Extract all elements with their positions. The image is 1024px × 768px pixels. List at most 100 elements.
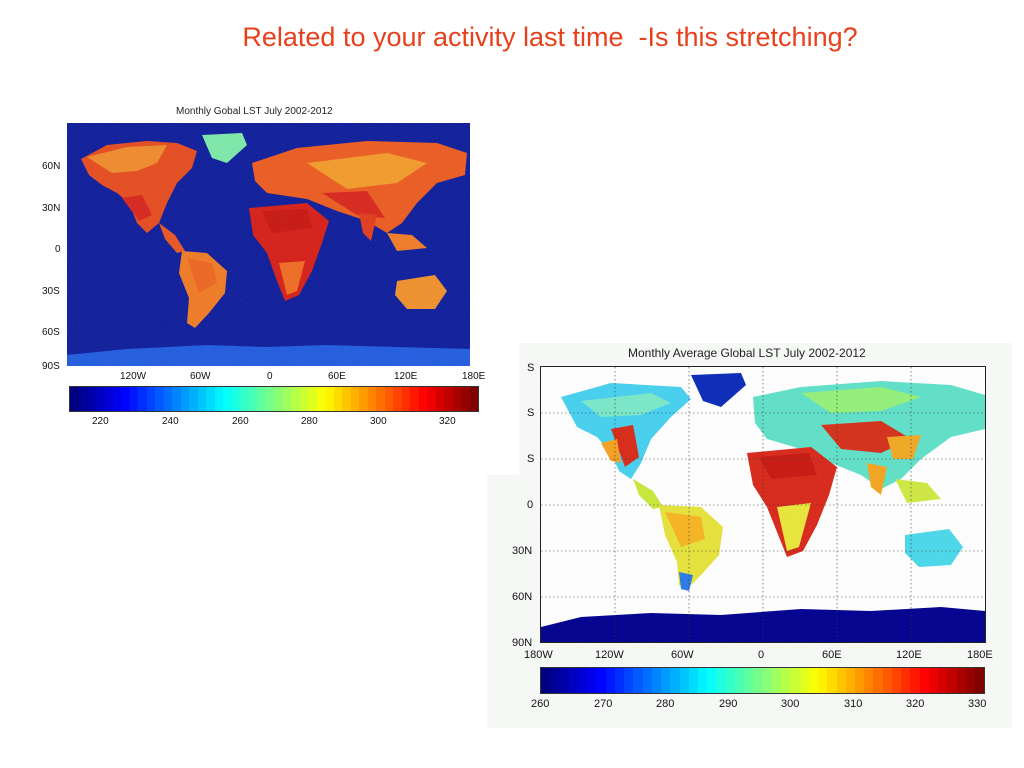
colorbar-swatch	[688, 668, 698, 693]
right-lat-label: S	[527, 362, 535, 374]
colorbar-swatch	[854, 668, 865, 693]
colorbar-swatch	[223, 387, 232, 411]
colorbar-swatch	[919, 668, 929, 693]
colorbar-swatch	[376, 387, 385, 411]
colorbar-swatch	[70, 387, 79, 411]
colorbar-swatch	[864, 668, 874, 693]
right-colorbar-label: 280	[656, 698, 675, 710]
left-colorbar-label: 320	[439, 416, 456, 427]
colorbar-swatch	[891, 668, 902, 693]
left-map	[67, 123, 470, 366]
colorbar-swatch	[180, 387, 189, 411]
colorbar-swatch	[427, 387, 436, 411]
colorbar-swatch	[799, 668, 809, 693]
colorbar-swatch	[282, 387, 291, 411]
colorbar-swatch	[316, 387, 325, 411]
colorbar-swatch	[308, 387, 317, 411]
colorbar-swatch	[384, 387, 393, 411]
colorbar-swatch	[265, 387, 274, 411]
colorbar-swatch	[947, 668, 957, 693]
colorbar-swatch	[753, 668, 763, 693]
right-colorbar-label: 310	[844, 698, 863, 710]
right-lat-label: 30N	[512, 545, 533, 557]
colorbar-swatch	[642, 668, 652, 693]
colorbar-swatch	[559, 668, 569, 693]
colorbar-swatch	[112, 387, 121, 411]
left-colorbar-label: 260	[232, 416, 249, 427]
right-lat-label: S	[527, 453, 535, 465]
right-lon-label: 60W	[671, 649, 694, 661]
left-lon-label: 120W	[120, 371, 147, 382]
colorbar-swatch	[541, 668, 551, 693]
right-colorbar	[540, 667, 985, 694]
right-lat-label: 90N	[512, 637, 533, 649]
colorbar-swatch	[206, 387, 215, 411]
colorbar-swatch	[596, 668, 606, 693]
left-lat-label: 60N	[42, 161, 61, 172]
colorbar-swatch	[410, 387, 419, 411]
colorbar-swatch	[172, 387, 181, 411]
right-lon-label: 120W	[595, 649, 624, 661]
left-colorbar	[69, 386, 479, 412]
colorbar-swatch	[189, 387, 198, 411]
left-map-landmasses	[67, 123, 470, 366]
right-lon-label: 0	[758, 649, 765, 661]
colorbar-swatch	[401, 387, 410, 411]
right-lat-label: 60N	[512, 591, 533, 603]
colorbar-swatch	[965, 668, 976, 693]
colorbar-swatch	[808, 668, 819, 693]
left-lon-label: 60E	[328, 371, 346, 382]
left-lon-label: 60W	[190, 371, 211, 382]
left-lat-label: 30S	[42, 286, 60, 297]
colorbar-swatch	[95, 387, 104, 411]
colorbar-swatch	[975, 668, 985, 693]
colorbar-swatch	[781, 668, 791, 693]
colorbar-swatch	[577, 668, 588, 693]
right-map-landmasses	[541, 367, 985, 642]
colorbar-swatch	[231, 387, 240, 411]
colorbar-swatch	[605, 668, 615, 693]
colorbar-swatch	[633, 668, 643, 693]
left-lat-label: 90S	[42, 361, 60, 372]
left-lon-label: 0	[267, 371, 273, 382]
right-lon-label: 60E	[822, 649, 842, 661]
colorbar-swatch	[104, 387, 113, 411]
colorbar-swatch	[274, 387, 283, 411]
colorbar-swatch	[155, 387, 164, 411]
colorbar-swatch	[614, 668, 625, 693]
right-colorbar-label: 270	[594, 698, 613, 710]
colorbar-swatch	[938, 668, 948, 693]
colorbar-swatch	[452, 387, 461, 411]
left-lat-label: 0	[55, 244, 61, 255]
colorbar-swatch	[587, 668, 597, 693]
colorbar-swatch	[790, 668, 800, 693]
right-colorbar-label: 330	[968, 698, 987, 710]
colorbar-swatch	[393, 387, 402, 411]
left-colorbar-label: 300	[370, 416, 387, 427]
left-colorbar-label: 280	[301, 416, 318, 427]
colorbar-swatch	[367, 387, 376, 411]
right-colorbar-label: 290	[719, 698, 738, 710]
right-lon-label: 180E	[967, 649, 993, 661]
colorbar-swatch	[435, 387, 444, 411]
colorbar-swatch	[836, 668, 846, 693]
colorbar-swatch	[197, 387, 206, 411]
left-lon-label: 180E	[462, 371, 486, 382]
right-figure-title: Monthly Average Global LST July 2002-201…	[628, 346, 866, 360]
colorbar-swatch	[827, 668, 837, 693]
colorbar-swatch	[901, 668, 911, 693]
colorbar-swatch	[873, 668, 883, 693]
colorbar-swatch	[350, 387, 359, 411]
colorbar-swatch	[78, 387, 87, 411]
colorbar-swatch	[325, 387, 334, 411]
colorbar-swatch	[550, 668, 560, 693]
colorbar-swatch	[87, 387, 96, 411]
left-lon-label: 120E	[394, 371, 418, 382]
right-lat-label: S	[527, 407, 535, 419]
colorbar-swatch	[299, 387, 308, 411]
colorbar-swatch	[248, 387, 257, 411]
right-map	[540, 366, 986, 643]
colorbar-swatch	[697, 668, 708, 693]
right-figure-background-lower	[487, 475, 527, 728]
colorbar-swatch	[651, 668, 662, 693]
